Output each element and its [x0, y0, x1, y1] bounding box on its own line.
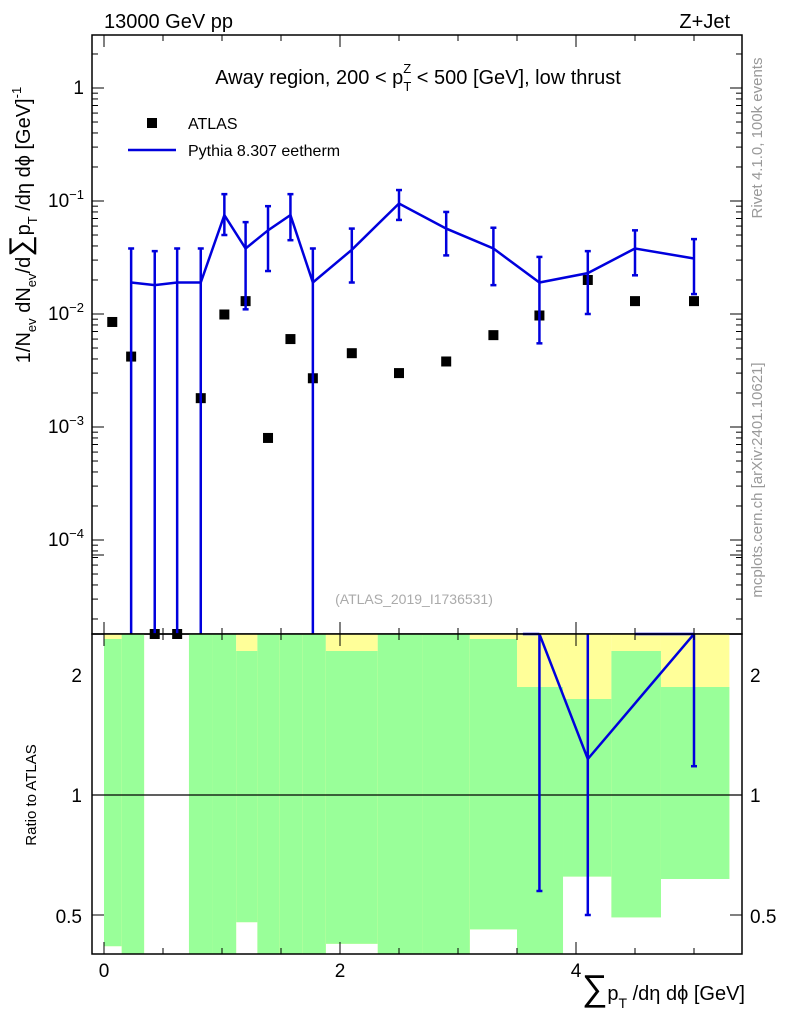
analysis-id: (ATLAS_2019_I1736531)	[335, 591, 493, 607]
atlas-point	[394, 368, 404, 379]
ratio-tick-1-left: 1	[71, 786, 82, 807]
ratio-tick-2-left: 2	[71, 666, 82, 687]
x-tick-label-2: 2	[335, 961, 346, 982]
ratio-green-band	[302, 634, 326, 954]
ratio-green-band	[377, 634, 423, 954]
process-label: Z+Jet	[679, 11, 730, 33]
y-axis-label: 1/Nev dNev/d∑pT /dη dϕ [GeV]-1	[4, 87, 40, 363]
atlas-point	[285, 334, 296, 345]
ratio-uncertainty-bands	[104, 634, 730, 954]
ratio-panel: 0.5 1 2 0.5 1 2 0 2 4 Ratio to ATLAS ∑pT…	[23, 554, 776, 1011]
x-tick-label-0: 0	[99, 961, 110, 982]
main-axis-ticks	[92, 35, 742, 634]
atlas-point	[488, 330, 499, 341]
pythia-series	[128, 188, 697, 634]
ratio-green-band	[469, 639, 517, 930]
atlas-point	[689, 296, 699, 307]
legend-atlas-marker	[147, 118, 157, 128]
ratio-frame	[91, 633, 743, 955]
ratio-tick-0.5-right: 0.5	[750, 907, 776, 928]
atlas-point	[346, 348, 357, 359]
y-tick-label-1e-1: 10−1	[48, 187, 84, 212]
atlas-point	[441, 356, 452, 367]
ratio-y-axis-label: Ratio to ATLAS	[23, 744, 40, 845]
ratio-green-band	[236, 651, 258, 923]
atlas-point	[630, 296, 640, 307]
ratio-tick-1-right: 1	[750, 786, 761, 807]
ratio-green-band	[121, 634, 145, 954]
ratio-green-band	[188, 634, 213, 954]
collision-label: 13000 GeV pp	[104, 11, 233, 33]
ratio-green-band	[257, 634, 280, 954]
legend-pythia-label: Pythia 8.307 eetherm	[188, 143, 340, 160]
y-tick-label-1e-2: 10−2	[48, 300, 84, 325]
ratio-axis-ticks	[92, 554, 742, 954]
ratio-green-band	[104, 639, 122, 947]
pythia-line	[131, 201, 695, 287]
legend-atlas-label: ATLAS	[188, 116, 238, 133]
legend: ATLAS Pythia 8.307 eetherm	[128, 116, 340, 160]
rivet-version-label: Rivet 4.1.0, 100k events	[749, 58, 766, 219]
mcplots-label: mcplots.cern.ch [arXiv:2401.10621]	[749, 362, 766, 597]
x-axis-label: ∑pT /dη dϕ [GeV]	[582, 967, 745, 1011]
y-tick-label-1e-4: 10−4	[48, 526, 84, 551]
main-panel: 10−4 10−3 10−2 10−1 1 Away region, 200 <…	[4, 34, 743, 639]
atlas-point	[263, 432, 274, 443]
ratio-green-band	[325, 651, 378, 944]
ratio-green-band	[422, 634, 470, 954]
x-tick-label-4: 4	[571, 961, 582, 982]
y-tick-label-1e-3: 10−3	[48, 413, 84, 438]
plot-title: Away region, 200 < pTZ < 500 [GeV], low …	[215, 61, 621, 94]
main-y-tick-labels: 10−4 10−3 10−2 10−1 1	[48, 78, 84, 551]
y-tick-label-1: 1	[73, 78, 84, 99]
ratio-green-band	[279, 634, 303, 954]
atlas-point	[107, 316, 118, 327]
ratio-green-band	[212, 634, 237, 954]
ratio-tick-0.5-left: 0.5	[56, 907, 82, 928]
ratio-green-band	[611, 651, 661, 918]
atlas-point	[219, 309, 230, 320]
atlas-markers	[107, 274, 699, 639]
ratio-tick-2-right: 2	[750, 666, 761, 687]
